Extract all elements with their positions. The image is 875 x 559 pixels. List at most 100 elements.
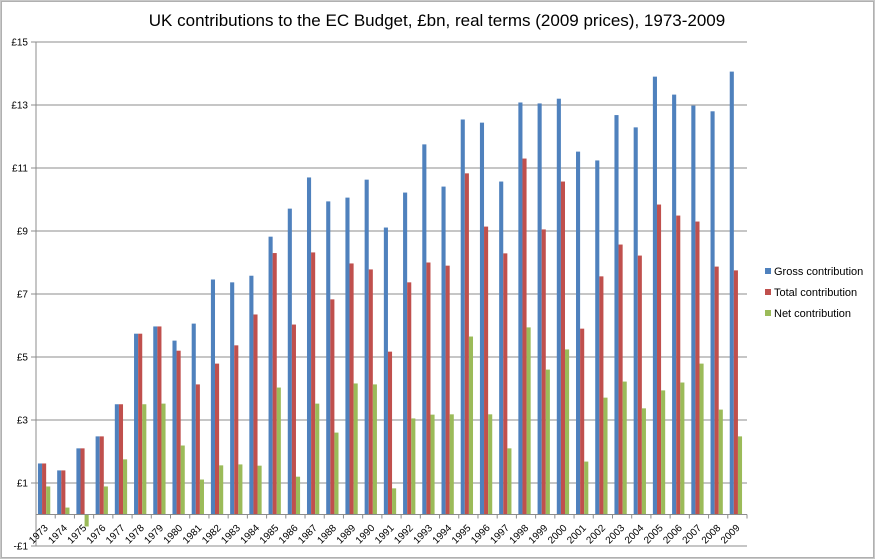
legend-swatch — [765, 289, 771, 295]
bar-gross-contribution-2002 — [595, 160, 600, 515]
y-tick-label: £13 — [11, 101, 28, 112]
bar-total-contribution-2007 — [695, 221, 700, 515]
bar-net-contribution-1999 — [545, 369, 550, 515]
bar-gross-contribution-1996 — [479, 122, 485, 515]
x-tick-label: 1991 — [373, 523, 397, 547]
bar-total-contribution-2004 — [637, 255, 642, 515]
x-tick-label: 2001 — [565, 523, 589, 547]
bar-gross-contribution-1985 — [268, 236, 273, 515]
y-tick-label: £3 — [17, 416, 29, 427]
bar-gross-contribution-1977 — [114, 404, 119, 515]
x-tick-label: 1999 — [527, 523, 551, 547]
bar-net-contribution-1975 — [84, 514, 89, 527]
bar-net-contribution-1998 — [526, 327, 531, 515]
bar-total-contribution-1996 — [484, 226, 489, 515]
bar-gross-contribution-1994 — [441, 186, 446, 515]
bar-net-contribution-1984 — [257, 465, 262, 515]
x-tick-label: 1993 — [412, 523, 436, 547]
y-tick-label: £9 — [17, 227, 29, 238]
legend-swatch — [765, 310, 771, 316]
bar-net-contribution-1985 — [276, 387, 281, 515]
bar-gross-contribution-1979 — [153, 326, 158, 515]
bar-net-contribution-1990 — [372, 384, 377, 515]
bar-total-contribution-2009 — [733, 270, 738, 515]
bar-net-contribution-1976 — [103, 486, 108, 515]
bar-gross-contribution-1988 — [326, 201, 331, 515]
bar-gross-contribution-2000 — [556, 98, 561, 515]
x-tick-label: 1979 — [143, 523, 167, 547]
x-tick-label: 2005 — [642, 523, 666, 547]
bar-net-contribution-2005 — [661, 390, 666, 515]
bar-gross-contribution-1992 — [403, 192, 408, 515]
x-tick-label: 2006 — [661, 523, 685, 547]
x-tick-label: 1984 — [239, 523, 263, 547]
bar-total-contribution-2003 — [618, 244, 623, 515]
x-tick-label: 2003 — [604, 523, 628, 547]
bar-gross-contribution-1973 — [37, 463, 43, 515]
x-tick-label: 1989 — [335, 523, 359, 547]
axes — [35, 42, 748, 546]
x-tick-label: 1994 — [431, 523, 455, 547]
y-tick-label: £1 — [17, 479, 29, 490]
bar-gross-contribution-2006 — [672, 94, 677, 515]
bar-total-contribution-1989 — [349, 263, 354, 515]
bar-gross-contribution-1989 — [345, 197, 350, 515]
bar-net-contribution-1993 — [430, 414, 435, 515]
legend: Gross contribution Total contribution Net … — [765, 266, 863, 320]
bar-total-contribution-1993 — [426, 262, 431, 515]
gridlines — [31, 41, 747, 547]
x-tick-label: 1974 — [46, 523, 70, 547]
bar-gross-contribution-2005 — [652, 76, 657, 515]
bar-net-contribution-1996 — [488, 414, 493, 515]
x-tick-label: 1982 — [200, 523, 224, 547]
bar-total-contribution-1986 — [291, 324, 296, 515]
y-tick-label: £11 — [12, 164, 28, 175]
y-tick-label: £7 — [17, 290, 29, 301]
bar-net-contribution-1978 — [142, 404, 147, 515]
x-tick-label: 1988 — [315, 523, 339, 547]
bar-net-contribution-1989 — [353, 383, 358, 515]
bar-net-contribution-2004 — [641, 408, 646, 515]
bar-total-contribution-2000 — [560, 181, 565, 515]
bar-net-contribution-1992 — [411, 418, 416, 515]
x-tick-label: 1997 — [488, 523, 512, 547]
bar-net-contribution-2000 — [564, 349, 570, 515]
x-tick-label: 1985 — [258, 523, 282, 547]
bar-total-contribution-2006 — [676, 215, 681, 515]
bar-total-contribution-1981 — [195, 384, 200, 515]
x-tick-label: 1998 — [508, 523, 532, 547]
bar-gross-contribution-1986 — [287, 208, 292, 515]
bar-net-contribution-2007 — [699, 363, 704, 515]
bar-net-contribution-1991 — [392, 488, 397, 515]
bar-gross-contribution-2008 — [710, 111, 715, 515]
x-tick-label: 2009 — [719, 523, 743, 547]
bar-net-contribution-1977 — [123, 459, 128, 515]
bar-total-contribution-1991 — [387, 351, 393, 515]
x-tick-label: 1978 — [123, 523, 147, 547]
bar-net-contribution-2006 — [680, 382, 685, 515]
bar-net-contribution-1987 — [315, 403, 320, 515]
bar-total-contribution-1982 — [215, 363, 220, 515]
bar-net-contribution-1988 — [334, 432, 339, 515]
bar-gross-contribution-1999 — [537, 103, 542, 515]
y-tick-label: £15 — [11, 38, 28, 49]
bar-total-contribution-1992 — [407, 282, 412, 515]
bar-net-contribution-2001 — [584, 461, 589, 515]
bar-total-contribution-1999 — [541, 229, 546, 515]
x-tick-label: 1980 — [162, 523, 186, 547]
bar-gross-contribution-1978 — [134, 333, 139, 515]
bar-net-contribution-1982 — [219, 465, 224, 515]
bar-net-contribution-1983 — [238, 464, 243, 515]
bar-total-contribution-2002 — [599, 276, 604, 515]
bar-net-contribution-2009 — [737, 436, 743, 515]
bar-total-contribution-1980 — [176, 350, 181, 515]
bar-net-contribution-1981 — [199, 479, 204, 515]
x-tick-label: 1996 — [469, 523, 493, 547]
bar-gross-contribution-1995 — [460, 119, 465, 515]
bar-gross-contribution-2009 — [729, 71, 734, 515]
x-tick-label: 1992 — [392, 523, 416, 547]
legend-swatch — [765, 268, 771, 274]
x-tick-label: 1986 — [277, 523, 301, 547]
x-tick-label: 1977 — [104, 523, 128, 547]
